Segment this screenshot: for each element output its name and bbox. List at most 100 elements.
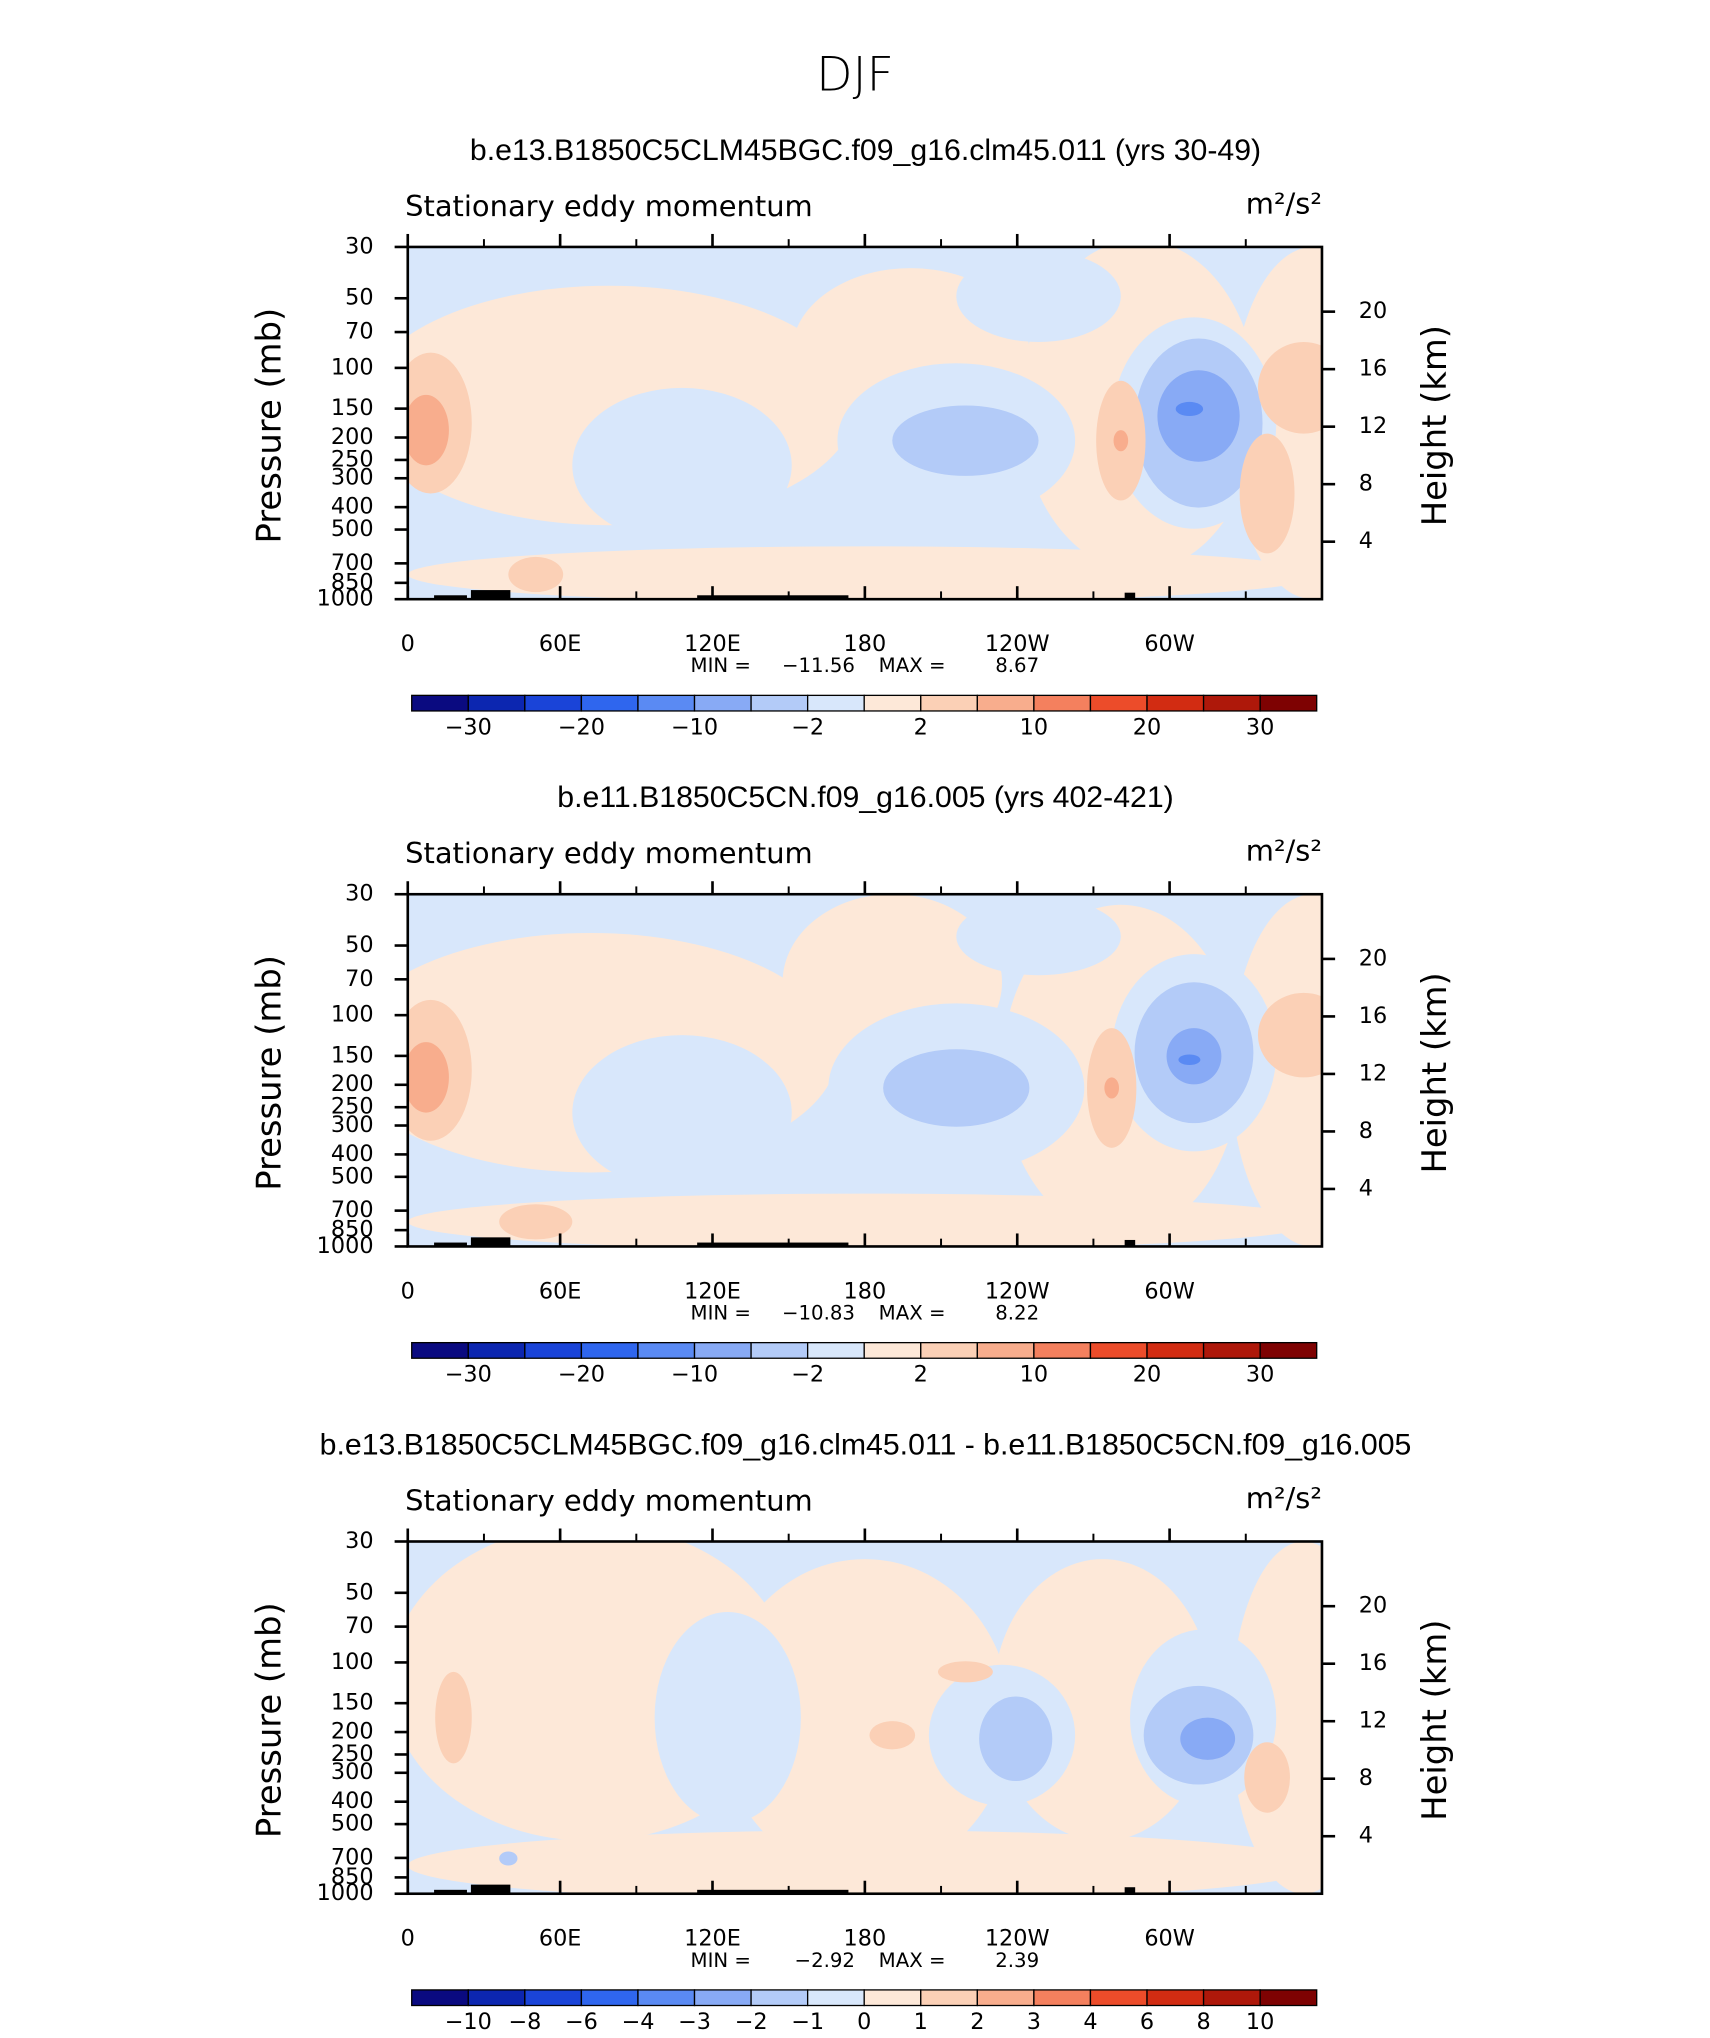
colorbar-box bbox=[524, 1989, 583, 2007]
colorbar-label: −10 bbox=[671, 1362, 718, 1388]
y-tick-label: 150 bbox=[331, 1690, 374, 1716]
colorbar-box bbox=[750, 1341, 809, 1359]
colorbar-label: 2 bbox=[914, 1362, 928, 1388]
y-tick-label: 200 bbox=[331, 424, 374, 450]
contour-region bbox=[883, 1049, 1030, 1127]
colorbar-label: 30 bbox=[1246, 1362, 1274, 1388]
colorbar-box bbox=[1089, 694, 1148, 712]
y-tick-label: 30 bbox=[345, 234, 373, 260]
contour-region bbox=[956, 897, 1121, 976]
topography bbox=[434, 595, 467, 600]
x-tick-label: 180 bbox=[844, 1279, 887, 1305]
colorbar-label: −2 bbox=[735, 2009, 768, 2035]
y-tick-label: 400 bbox=[331, 494, 374, 520]
y-tick-label: 100 bbox=[331, 354, 374, 380]
contour-region bbox=[956, 250, 1121, 343]
colorbar-box bbox=[920, 694, 978, 712]
colorbar-label: −2 bbox=[791, 714, 824, 740]
y2-tick-label: 16 bbox=[1359, 1003, 1387, 1029]
colorbar-label: 20 bbox=[1133, 714, 1161, 740]
colorbar-label: 8 bbox=[1196, 2009, 1210, 2035]
x-tick-label: 120E bbox=[684, 1279, 741, 1305]
colorbar-box bbox=[467, 1341, 526, 1359]
colorbar-box bbox=[1259, 1341, 1318, 1359]
panel: b.e13.B1850C5CLM45BGC.f09_g16.clm45.011 … bbox=[249, 1429, 1455, 2035]
y2-tick-label: 16 bbox=[1359, 1650, 1387, 1676]
y-tick-label: 500 bbox=[331, 1811, 374, 1837]
contour-region bbox=[1244, 1742, 1290, 1813]
y-tick-label: 1000 bbox=[317, 1233, 374, 1259]
max-value: 8.22 bbox=[995, 1302, 1039, 1325]
y-tick-label: 850 bbox=[331, 1217, 374, 1243]
contour-region bbox=[718, 1559, 1012, 1877]
colorbar-box bbox=[1146, 1989, 1205, 2007]
y2-axis-label: Height (km) bbox=[1415, 972, 1455, 1173]
contour-region bbox=[1239, 433, 1295, 554]
colorbar-box bbox=[1089, 1341, 1148, 1359]
y-tick-label: 850 bbox=[331, 1864, 374, 1890]
colorbar-box bbox=[524, 694, 583, 712]
colorbar-label: −4 bbox=[621, 2009, 654, 2035]
colorbar-label: −8 bbox=[508, 2009, 541, 2035]
y-tick-label: 500 bbox=[331, 516, 374, 542]
y-tick-label: 250 bbox=[331, 1741, 374, 1767]
left-label: Stationary eddy momentum bbox=[405, 1484, 813, 1518]
colorbar-box bbox=[1033, 1989, 1092, 2007]
colorbar-box bbox=[524, 1341, 583, 1359]
topography bbox=[697, 595, 849, 600]
min-label: MIN = bbox=[691, 654, 751, 677]
colorbar-box bbox=[637, 1989, 696, 2007]
contour-region bbox=[938, 1661, 993, 1683]
colorbar-box bbox=[750, 1989, 809, 2007]
contour-region bbox=[1257, 992, 1322, 1078]
left-label: Stationary eddy momentum bbox=[405, 836, 813, 870]
y-tick-label: 70 bbox=[345, 319, 373, 345]
left-label: Stationary eddy momentum bbox=[405, 189, 813, 223]
contour-region bbox=[1175, 401, 1204, 417]
panel-title: b.e11.B1850C5CN.f09_g16.005 (yrs 402-421… bbox=[557, 781, 1173, 814]
y-tick-label: 50 bbox=[345, 932, 373, 958]
colorbar-box bbox=[467, 1989, 526, 2007]
colorbar-label: −6 bbox=[565, 2009, 598, 2035]
topography bbox=[470, 1884, 511, 1894]
colorbar-label: 3 bbox=[1027, 2009, 1041, 2035]
y-tick-label: 200 bbox=[331, 1071, 374, 1097]
contour-region bbox=[499, 1851, 518, 1866]
min-label: MIN = bbox=[691, 1302, 751, 1325]
colorbar-box bbox=[637, 694, 696, 712]
topography bbox=[697, 1242, 849, 1247]
colorbar-box bbox=[976, 1341, 1035, 1359]
y2-tick-label: 8 bbox=[1359, 471, 1373, 497]
contour-region bbox=[1113, 430, 1129, 452]
colorbar-box bbox=[1259, 694, 1318, 712]
topography bbox=[697, 1889, 849, 1894]
topography bbox=[434, 1889, 467, 1894]
colorbar-box bbox=[863, 694, 922, 712]
colorbar-box bbox=[580, 1989, 639, 2007]
units-label: m²/s² bbox=[1246, 1481, 1322, 1515]
y-tick-label: 400 bbox=[331, 1141, 374, 1167]
colorbar-box bbox=[693, 1989, 752, 2007]
x-tick-label: 0 bbox=[401, 631, 415, 657]
colorbar-label: 30 bbox=[1246, 714, 1274, 740]
panel-title: b.e13.B1850C5CLM45BGC.f09_g16.clm45.011 … bbox=[320, 1429, 1412, 1462]
min-value: −10.83 bbox=[782, 1302, 855, 1325]
colorbar-label: 4 bbox=[1083, 2009, 1097, 2035]
colorbar-box bbox=[976, 1989, 1035, 2007]
colorbar-label: 2 bbox=[914, 714, 928, 740]
y-tick-label: 70 bbox=[345, 1613, 373, 1639]
contour-region bbox=[407, 546, 1322, 600]
y2-tick-label: 12 bbox=[1359, 1708, 1387, 1734]
topography bbox=[1124, 1239, 1136, 1247]
y2-tick-label: 8 bbox=[1359, 1765, 1373, 1791]
y-tick-label: 700 bbox=[331, 1197, 374, 1223]
min-label: MIN = bbox=[691, 1949, 751, 1972]
y-tick-label: 700 bbox=[331, 1844, 374, 1870]
y-tick-label: 70 bbox=[345, 966, 373, 992]
y2-tick-label: 12 bbox=[1359, 1061, 1387, 1087]
contour-region bbox=[979, 1696, 1053, 1782]
x-tick-label: 120W bbox=[985, 1279, 1050, 1305]
contour-region bbox=[1178, 1054, 1201, 1066]
x-tick-label: 120E bbox=[684, 631, 741, 657]
colorbar-box bbox=[1146, 1341, 1205, 1359]
